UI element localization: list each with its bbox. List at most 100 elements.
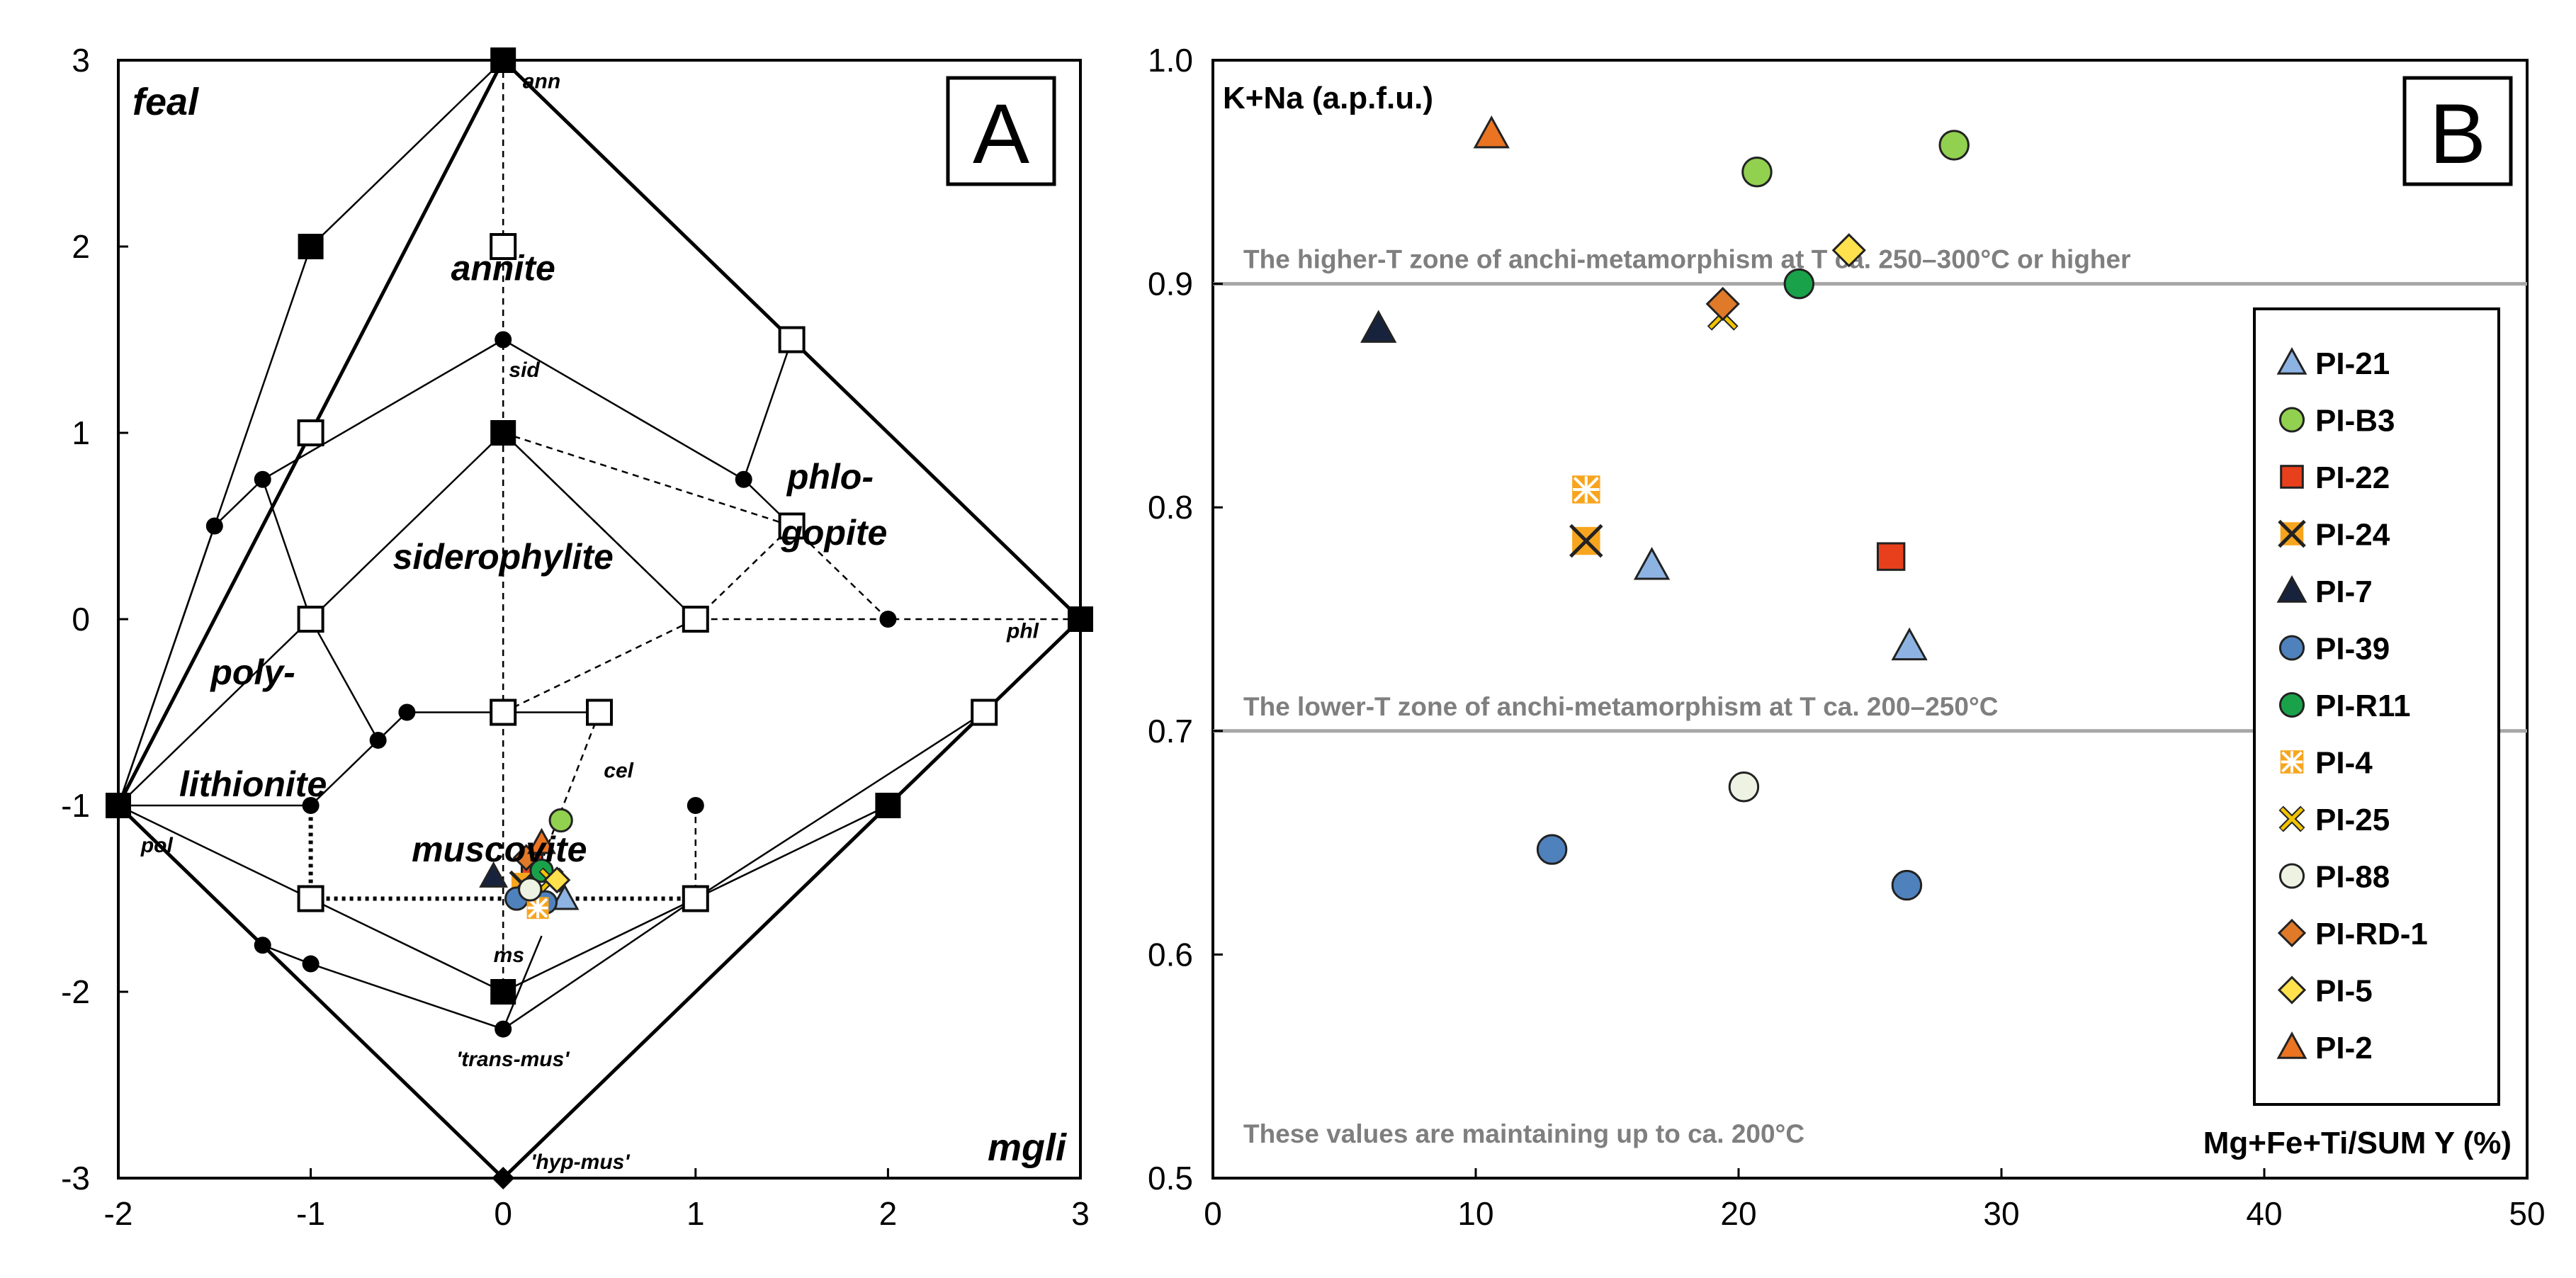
field-label-siderophylite: siderophylite — [393, 537, 614, 577]
composition-node-circle — [495, 331, 512, 349]
tie-line-solid — [117, 339, 793, 806]
tie-line-dashed — [502, 618, 696, 713]
legend-marker-pi-r11 — [2278, 691, 2305, 718]
data-point-pi-rd-1 — [1705, 286, 1740, 322]
field-label-lithionite: lithionite — [179, 764, 327, 804]
x-tick-label: 0 — [494, 1195, 512, 1232]
legend-marker-pi-rd-1 — [2277, 918, 2307, 948]
data-point-pi-5 — [1831, 233, 1866, 268]
legend-marker-pi-22 — [2280, 465, 2304, 489]
field-label-muscovite: muscovite — [412, 830, 587, 869]
data-point-pi-21 — [1633, 547, 1671, 580]
end-member-label-sid: sid — [509, 358, 540, 382]
end-member-label-ms: ms — [494, 944, 524, 967]
y-tick-label: 1 — [72, 414, 90, 451]
composition-node-circle — [369, 731, 387, 749]
x-tick-label: 40 — [2246, 1195, 2282, 1232]
composition-node-open-square — [297, 419, 324, 446]
sample-point-pi-b3 — [548, 808, 573, 833]
panel-a: -2 -1 0 1 2 3 3 2 1 0 -1 -2 -3 annite siderophylite ph… — [61, 42, 1093, 1232]
data-point-pi-21 — [1891, 627, 1928, 661]
tie-line-solid — [742, 339, 793, 480]
y-tick-label: 0.6 — [1148, 936, 1193, 973]
composition-node-circle — [205, 517, 223, 535]
x-tick-label: 2 — [879, 1195, 898, 1232]
legend-label-pi-rd-1: PI-RD-1 — [2315, 917, 2428, 951]
panel-b-reference-lines: The higher-T zone of anchi-metamorphism … — [1213, 245, 2527, 733]
data-point-pi-88 — [1728, 771, 1760, 803]
y-tick-label: -3 — [61, 1160, 90, 1197]
tie-line-solid — [310, 711, 985, 1030]
data-point-pi-39 — [1536, 834, 1568, 865]
composition-node-open-square — [490, 699, 517, 726]
corner-label-mgli: mgli — [988, 1126, 1067, 1169]
legend-label-pi-b3: PI-B3 — [2315, 404, 2395, 439]
tie-line-solid — [118, 431, 696, 806]
end-member-filled-square — [298, 234, 324, 259]
composition-node-circle — [302, 955, 320, 973]
end-member-label-trans-mus: 'trans-mus' — [456, 1048, 570, 1071]
panel-a-nodes — [106, 47, 1093, 1189]
x-tick-label: 10 — [1457, 1195, 1493, 1232]
x-tick-label: 1 — [687, 1195, 705, 1232]
composition-node-open-square — [971, 699, 998, 726]
x-tick-label: 30 — [1983, 1195, 2019, 1232]
panel-a-label-box — [946, 76, 1056, 186]
panel-a-plot-frame — [117, 59, 1082, 1180]
end-member-label-phl: phl — [1006, 619, 1039, 643]
data-point-pi-4 — [1572, 475, 1600, 504]
end-member-label-pol: pol — [140, 834, 174, 857]
y-tick-label: 1.0 — [1148, 42, 1193, 79]
legend-label-pi-7: PI-7 — [2315, 575, 2373, 609]
legend-marker-pi-7 — [2276, 575, 2307, 603]
bottom-zone-note: These values are maintaining up to ca. 2… — [1243, 1119, 1804, 1148]
legend-label-pi-21: PI-21 — [2315, 346, 2390, 381]
legend-marker-pi-25 — [2278, 805, 2305, 832]
data-point-pi-b3 — [1938, 130, 1970, 161]
data-point-pi-22 — [1876, 542, 1906, 571]
composition-node-open-square — [490, 233, 517, 260]
panel-b-points — [1360, 115, 1970, 901]
corner-label-feal: feal — [132, 81, 199, 123]
legend-label-pi-4: PI-4 — [2315, 746, 2373, 781]
reference-line-label: The higher-T zone of anchi-metamorphism … — [1243, 245, 2131, 274]
field-label-poly: poly- — [209, 652, 295, 692]
end-member-label-hyp-mus: 'hyp-mus' — [531, 1150, 630, 1174]
legend-label-pi-5: PI-5 — [2315, 974, 2373, 1009]
tie-line-solid — [502, 935, 543, 1030]
legend-marker-pi-21 — [2276, 346, 2307, 375]
composition-node-open-square — [682, 885, 709, 912]
legend-marker-pi-5 — [2277, 976, 2307, 1005]
x-tick-label: 20 — [1720, 1195, 1756, 1232]
legend-label-pi-r11: PI-R11 — [2315, 689, 2411, 723]
composition-node-circle — [495, 1020, 512, 1038]
end-member-filled-square — [490, 47, 516, 73]
composition-node-circle — [254, 470, 271, 488]
legend-marker-pi-2 — [2276, 1031, 2307, 1059]
composition-node-open-square — [297, 606, 324, 633]
end-member-label-ann: ann — [523, 69, 560, 93]
legend-marker-pi-39 — [2278, 635, 2305, 661]
tie-line-dashed — [541, 712, 601, 862]
legend: PI-21 PI-B3 PI-22 PI-24 PI-7 PI-39 PI-R11 PI-4 P… — [2276, 346, 2428, 1065]
data-point-pi-24 — [1569, 524, 1603, 558]
tie-line-solid — [261, 479, 599, 742]
legend-label-pi-2: PI-2 — [2315, 1031, 2373, 1065]
end-member-filled-square — [1068, 606, 1093, 632]
y-tick-label: 2 — [72, 228, 90, 265]
tie-line-dashed — [117, 60, 504, 806]
legend-label-pi-22: PI-22 — [2315, 460, 2390, 495]
x-axis-title: Mg+Fe+Ti/SUM Y (%) — [2203, 1126, 2512, 1160]
legend-marker-pi-24 — [2278, 519, 2306, 548]
data-point-pi-2 — [1473, 115, 1510, 149]
panel-b-label: B — [2429, 86, 2486, 181]
field-label-annite: annite — [451, 248, 555, 288]
data-point-pi-b3 — [1741, 157, 1773, 188]
x-tick-label: -1 — [296, 1195, 325, 1232]
sample-point-pi-5 — [543, 866, 571, 894]
composition-node-open-square — [586, 699, 613, 726]
y-tick-label: -2 — [61, 973, 90, 1010]
panel-a-samples — [479, 808, 580, 920]
x-tick-label: -2 — [104, 1195, 133, 1232]
